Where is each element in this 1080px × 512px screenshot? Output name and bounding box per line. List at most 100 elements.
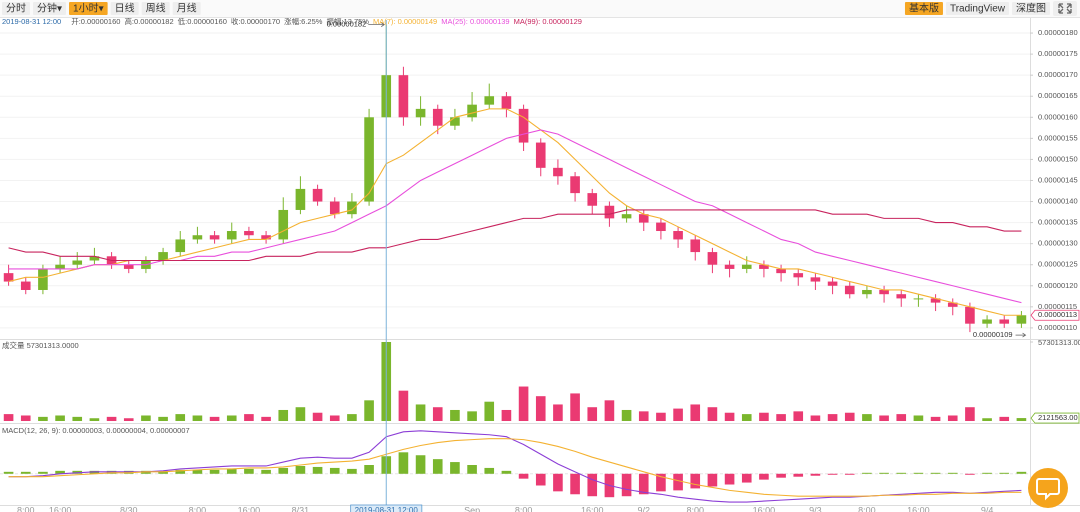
volume-title: 成交量 57301313.0000 [2,340,79,350]
chat-icon [1036,478,1060,501]
toolbar-button-bg[interactable] [69,2,108,15]
x-tick-label: 16:00 [49,505,72,512]
macd-bar [879,472,889,474]
expand-button[interactable] [1053,1,1077,16]
volume-bar [226,415,237,421]
macd-bar [518,473,529,479]
volume-bar [72,416,83,421]
candle-body [759,264,769,269]
macd-bar [570,473,580,495]
macd-bar [844,473,855,475]
macd-bar [965,473,975,475]
toolbar-button[interactable]: 日线 [110,2,139,15]
volume-bar [776,414,786,421]
toolbar-button[interactable]: TradingView [945,2,1009,15]
toolbar-button-bg[interactable] [33,2,67,15]
toolbar-button[interactable]: 1小时▾ [69,2,108,15]
candle-body [347,201,357,215]
candle-body [673,231,683,240]
toolbar-button[interactable]: 分钟▾ [33,2,67,15]
y-tick-label: 0.00000125 [1038,260,1078,269]
x-tick-label: 16:00 [238,505,261,512]
candle-body [364,117,374,202]
macd-bar [690,473,701,489]
volume-bar [947,415,958,421]
candle-body [329,201,340,215]
info-item: MA(7): 0.00000149 [373,17,437,26]
toolbar-button-bg[interactable] [1012,2,1050,15]
volume-bar [244,414,254,421]
candle-body [741,264,752,269]
volume-bar [329,415,340,421]
candle-body [810,277,821,282]
toolbar-button[interactable]: 深度图 [1012,2,1050,15]
candle-body [793,273,804,278]
candle-body [175,239,186,253]
candle-body [913,298,924,300]
volume-bar [793,411,804,421]
volume-bar [553,404,563,421]
toolbar-button-label[interactable]: 分钟▾ [37,2,62,15]
candle-body [518,108,529,143]
x-tick-label: 8:00 [858,505,876,512]
volume-bar [106,416,117,421]
macd-bar [621,473,632,497]
toolbar-button-label[interactable]: 1小时▾ [73,3,104,15]
toolbar-button-label[interactable]: 深度图 [1016,2,1046,15]
macd-bar [3,471,14,474]
toolbar-button-bg[interactable] [945,2,1009,15]
candle-body [398,75,409,118]
min-marker-arrowhead [1022,332,1027,338]
chat-button[interactable] [1028,468,1068,508]
candle-body [209,235,220,240]
candle-body [450,117,460,126]
expand-button-bg[interactable] [1053,1,1077,16]
y-tick-label: 0.00000130 [1038,239,1078,248]
toolbar-button-bg[interactable] [110,2,139,15]
macd-bar [656,473,666,492]
candle-body [415,108,426,118]
volume-bar [501,409,512,421]
toolbar-button-label[interactable]: 基本版 [909,2,939,15]
toolbar-button-label[interactable]: TradingView [950,4,1006,15]
volume-bar [209,416,220,421]
toolbar-button[interactable]: 基本版 [904,2,943,15]
toolbar-button-bg[interactable] [904,2,943,15]
macd-bar [55,470,65,474]
volume-bar [535,396,546,421]
candle-body [604,205,615,219]
candle-body [432,108,443,126]
last-volume-label-bg [1030,412,1080,424]
x-tick-label: 9/2 [637,505,650,512]
candle-body [827,281,838,286]
x-tick-label: Sep [464,505,480,512]
volume-bar [3,414,14,421]
candle-body [158,252,168,261]
chat-button-circle[interactable] [1028,468,1068,508]
macd-bar [1016,471,1027,474]
candle-body [501,96,512,109]
toolbar-button-label[interactable]: 周线 [146,2,166,15]
toolbar-button-bg[interactable] [141,2,170,15]
toolbar-button-bg[interactable] [2,2,30,15]
macd-bar [896,472,907,474]
toolbar-button-label[interactable]: 分时 [6,3,26,15]
macd-bar [930,472,941,474]
y-tick-label: 0.00000180 [1038,28,1078,37]
y-tick-label: 0.00000120 [1038,281,1078,290]
candle-body [587,193,598,206]
volume-bar [913,415,924,421]
toolbar-button[interactable]: 月线 [172,2,201,15]
toolbar-button[interactable]: 分时 [2,2,30,15]
macd-bar [312,466,323,474]
volume-bar [398,390,409,421]
toolbar-button-label[interactable]: 日线 [115,2,135,15]
toolbar-button-bg[interactable] [172,2,201,15]
last-volume-label: 2121563.00 [1038,413,1078,422]
macd-bar [759,473,769,480]
toolbar-button[interactable]: 周线 [141,2,170,15]
toolbar-button-label[interactable]: 月线 [177,2,197,15]
volume-bar [759,412,769,421]
volume-bar [364,400,374,421]
